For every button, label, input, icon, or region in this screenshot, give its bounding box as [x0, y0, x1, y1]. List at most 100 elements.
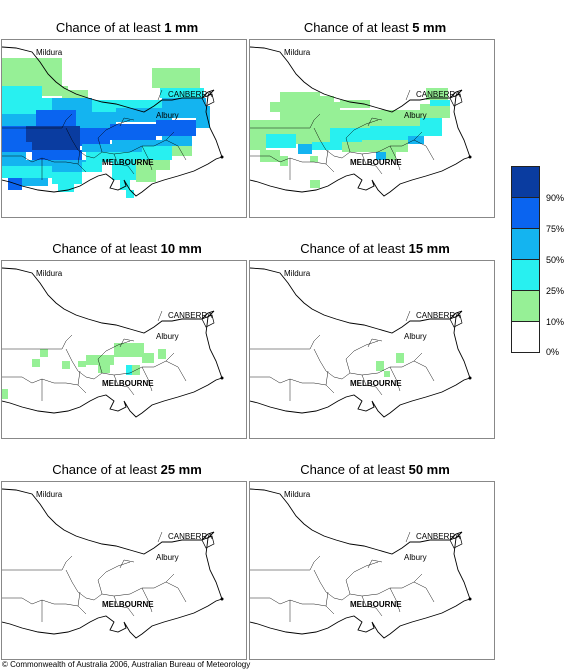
district-boundary — [77, 591, 87, 615]
probability-cell — [32, 359, 40, 367]
district-boundary — [250, 597, 327, 607]
district-boundary — [361, 374, 383, 396]
district-boundary — [313, 348, 423, 380]
legend-swatch — [511, 259, 540, 290]
district-boundary — [313, 127, 423, 159]
city-label-melbourne: MELBOURNE — [102, 158, 154, 167]
probability-cell — [162, 136, 192, 146]
probability-cell — [78, 361, 86, 367]
district-boundary — [250, 113, 321, 129]
probability-cell — [250, 120, 280, 134]
rain-map: Mildura CANBERRA Albury MELBOURNE — [250, 488, 472, 639]
city-label-melbourne: MELBOURNE — [102, 379, 154, 388]
title-prefix: Chance of at least — [300, 462, 409, 477]
city-label-melbourne: MELBOURNE — [102, 600, 154, 609]
probability-cell — [340, 110, 420, 128]
map-50mm: Mildura CANBERRA Albury MELBOURNE — [249, 481, 495, 660]
district-boundary — [119, 559, 135, 569]
city-label-albury: Albury — [404, 332, 427, 341]
probability-cell — [156, 160, 170, 170]
district-boundary — [165, 139, 187, 161]
probability-cell — [386, 152, 396, 160]
act-border — [201, 535, 215, 549]
gabo-marker — [468, 155, 472, 159]
city-label-albury: Albury — [404, 553, 427, 562]
panel-title-1mm: Chance of at least 1 mm — [4, 20, 250, 35]
probability-cell — [42, 86, 68, 96]
district-boundary — [405, 89, 411, 101]
map-25mm: Mildura CANBERRA Albury MELBOURNE — [1, 481, 247, 660]
district-boundary — [345, 119, 379, 153]
legend-swatch — [511, 290, 540, 321]
district-boundary — [405, 310, 411, 322]
probability-cell — [2, 152, 26, 166]
probability-cell — [172, 106, 210, 118]
district-boundary — [250, 555, 321, 571]
district-boundary — [345, 561, 379, 595]
probability-cell — [420, 118, 442, 136]
probability-cell — [2, 166, 52, 178]
district-boundary — [119, 117, 135, 127]
probability-cell — [26, 126, 80, 150]
district-boundary — [389, 587, 401, 613]
coastline — [250, 156, 471, 197]
district-boundary — [389, 366, 401, 392]
coastline — [250, 377, 471, 418]
probability-cell — [158, 349, 166, 359]
district-boundary — [141, 587, 153, 613]
probability-cell — [320, 96, 334, 102]
rain-cells — [250, 88, 450, 188]
probability-cell — [2, 86, 42, 98]
rain-cells — [2, 343, 166, 399]
probability-cell — [296, 134, 330, 144]
district-boundary — [165, 581, 187, 603]
probability-cell — [2, 114, 36, 126]
probability-cell — [142, 353, 154, 363]
probability-cell — [270, 102, 340, 112]
state-border — [453, 310, 471, 379]
probability-cell — [280, 92, 320, 102]
legend-label-90: 90% — [546, 193, 565, 203]
district-boundary — [113, 153, 135, 175]
legend-swatch — [511, 166, 540, 197]
panel-title-10mm: Chance of at least 10 mm — [4, 241, 250, 256]
city-label-mildura: Mildura — [36, 490, 63, 499]
state-border — [205, 531, 223, 600]
city-label-albury: Albury — [156, 553, 179, 562]
probability-cell — [52, 98, 92, 112]
title-amount: 5 mm — [412, 20, 447, 35]
state-border — [205, 310, 223, 379]
district-boundary — [97, 119, 131, 153]
panel-title-15mm: Chance of at least 15 mm — [252, 241, 498, 256]
probability-cell — [396, 353, 404, 363]
legend-label-10: 10% — [546, 317, 565, 327]
district-boundary — [77, 370, 87, 394]
probability-cell — [120, 180, 130, 190]
city-label-melbourne: MELBOURNE — [350, 158, 402, 167]
district-boundary — [157, 89, 163, 101]
rain-map: Mildura CANBERRA Albury MELBOURNE — [2, 267, 224, 418]
district-boundary — [389, 145, 401, 171]
city-label-canberra: CANBERRA — [416, 311, 461, 320]
gabo-marker — [468, 597, 472, 601]
district-boundary — [2, 376, 79, 386]
state-border — [2, 267, 215, 334]
rain-map: Mildura CANBERRA Albury MELBOURNE — [2, 488, 224, 639]
probability-cell — [312, 142, 342, 150]
probability-cell — [112, 166, 136, 180]
state-border — [250, 46, 463, 113]
gabo-marker — [220, 376, 224, 380]
district-boundary — [165, 360, 187, 382]
probability-cell — [376, 152, 386, 160]
rain-map: Mildura CANBERRA Albury MELBOURNE — [250, 46, 472, 197]
legend-label-75: 75% — [546, 224, 565, 234]
probability-cell — [22, 178, 48, 186]
probability-cell — [80, 128, 110, 146]
probability-cell — [172, 146, 192, 156]
city-label-melbourne: MELBOURNE — [350, 379, 402, 388]
probability-cell — [2, 142, 32, 152]
probability-cell — [250, 134, 266, 150]
map-1mm: Mildura CANBERRA Albury MELBOURNE — [1, 39, 247, 218]
title-amount: 1 mm — [164, 20, 199, 35]
probability-cell — [408, 136, 424, 144]
